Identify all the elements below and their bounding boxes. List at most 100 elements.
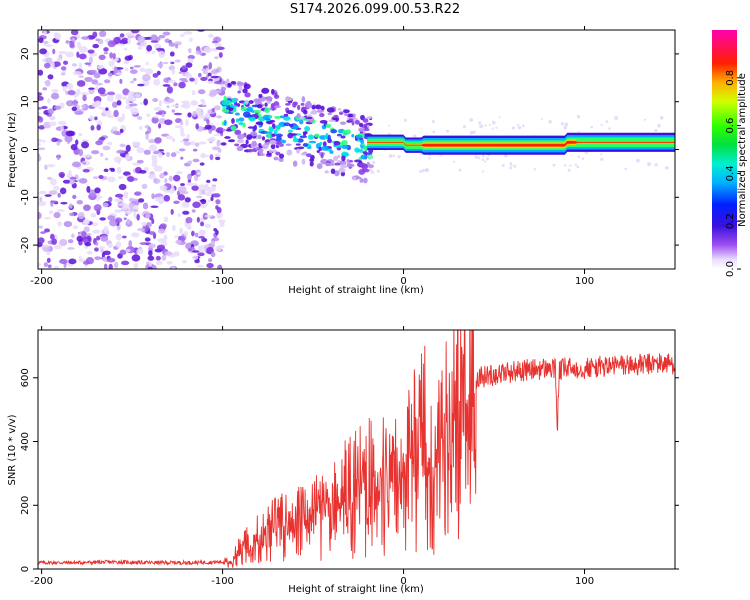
spec-noise-blob — [180, 127, 185, 134]
spec-band-blob — [300, 102, 305, 106]
spec-noise-blob — [94, 116, 98, 121]
spec-band-blob — [248, 148, 254, 153]
spec-noise-blob — [82, 161, 87, 165]
spec-noise-blob — [134, 191, 142, 196]
spec-noise-blob — [113, 109, 119, 118]
spec-noise-blob — [152, 73, 159, 78]
spec-noise-blob — [64, 135, 73, 143]
spec-noise-blob — [72, 71, 82, 76]
spec-noise-blob — [200, 221, 205, 227]
colorbar-tick-label: 0.2 — [725, 213, 736, 229]
spec-noise-blob — [218, 219, 226, 224]
spec-noise-blob — [38, 143, 42, 146]
spec-noise-blob — [161, 254, 167, 261]
spec-noise-blob — [162, 84, 171, 87]
spec-faint-dot — [469, 118, 474, 122]
spec-band-blob — [334, 170, 340, 177]
spec-band-blob — [276, 135, 282, 142]
spec-band-blob — [227, 83, 232, 86]
spec-faint-dot — [445, 129, 450, 133]
spec-band-blob — [280, 139, 287, 144]
spec-band-blob — [255, 121, 262, 125]
spec-band-blob — [274, 115, 281, 119]
spec-noise-blob — [44, 216, 52, 220]
spec-noise-blob — [75, 139, 79, 146]
spec-noise-blob — [98, 245, 106, 250]
spec-noise-blob — [211, 68, 218, 75]
spec-noise-blob — [216, 66, 222, 73]
spec-noise-blob — [38, 111, 41, 116]
spec-band-blob — [301, 158, 306, 165]
spec-noise-blob — [204, 214, 213, 218]
spec-noise-blob — [206, 179, 211, 184]
spec-noise-blob — [44, 62, 51, 69]
spec-noise-blob — [138, 126, 143, 130]
x-tick-label: 100 — [575, 276, 594, 287]
spec-noise-blob — [51, 88, 59, 93]
spec-band-blob — [270, 88, 275, 95]
spec-noise-blob — [211, 40, 219, 44]
spec-noise-blob — [94, 82, 103, 86]
spec-noise-blob — [116, 149, 125, 154]
spec-band-blob — [308, 140, 317, 144]
spec-band-blob — [231, 98, 238, 104]
spec-band-blob — [258, 124, 262, 128]
spec-noise-blob — [68, 203, 73, 209]
spec-band-blob — [262, 143, 269, 150]
spec-noise-blob — [91, 222, 99, 227]
spec-noise-blob — [191, 185, 199, 191]
spec-noise-blob — [82, 168, 90, 173]
spec-noise-blob — [189, 37, 193, 42]
spec-noise-blob — [171, 104, 179, 108]
spec-noise-blob — [206, 263, 214, 269]
spec-noise-blob — [151, 98, 159, 103]
spec-band-blob — [234, 112, 241, 116]
y-tick-label: -10 — [20, 189, 31, 205]
spec-band-blob — [258, 128, 265, 132]
spec-faint-dot — [576, 115, 581, 119]
spec-noise-blob — [60, 125, 64, 132]
spec-noise-blob — [174, 125, 183, 129]
spec-noise-blob — [194, 232, 199, 238]
spec-noise-blob — [128, 240, 133, 248]
spec-noise-blob — [210, 251, 216, 258]
spec-noise-blob — [108, 196, 113, 203]
spec-band-blob — [354, 147, 360, 153]
spec-noise-blob — [41, 105, 48, 110]
spec-noise-blob — [73, 99, 78, 107]
spec-noise-blob — [117, 43, 125, 46]
spec-noise-blob — [211, 107, 215, 113]
spec-band-blob — [236, 145, 244, 152]
spec-band-blob — [242, 122, 246, 128]
spec-noise-blob — [113, 261, 119, 269]
spec-noise-blob — [76, 235, 83, 242]
spec-noise-blob — [109, 52, 113, 59]
spec-noise-blob — [96, 120, 103, 126]
spec-noise-blob — [89, 69, 97, 73]
spec-noise-blob — [157, 228, 166, 234]
spec-noise-blob — [93, 204, 102, 212]
spec-noise-blob — [189, 77, 195, 82]
spec-band-blob — [311, 104, 316, 110]
spec-noise-blob — [214, 56, 219, 60]
spec-band-blob — [316, 150, 320, 153]
spec-noise-blob — [150, 34, 158, 42]
spec-band-blob — [303, 109, 308, 115]
spec-noise-blob — [207, 72, 212, 77]
snr-frame — [37, 329, 676, 570]
spec-faint-dot — [412, 134, 417, 138]
spec-faint-dot — [517, 125, 522, 130]
spec-band-blob — [307, 134, 314, 140]
spec-noise-blob — [78, 133, 83, 137]
spec-noise-blob — [148, 250, 153, 257]
spec-band-blob — [275, 133, 283, 138]
spec-noise-blob — [182, 210, 190, 215]
spec-noise-blob — [59, 187, 67, 195]
spec-band-blob — [270, 144, 276, 150]
spec-noise-blob — [67, 239, 74, 244]
snr-y-label: SNR (10 * v/v) — [7, 414, 18, 485]
spec-noise-blob — [157, 62, 164, 68]
spec-noise-blob — [204, 183, 209, 187]
spec-noise-blob — [154, 43, 162, 50]
spec-noise-blob — [107, 215, 116, 221]
